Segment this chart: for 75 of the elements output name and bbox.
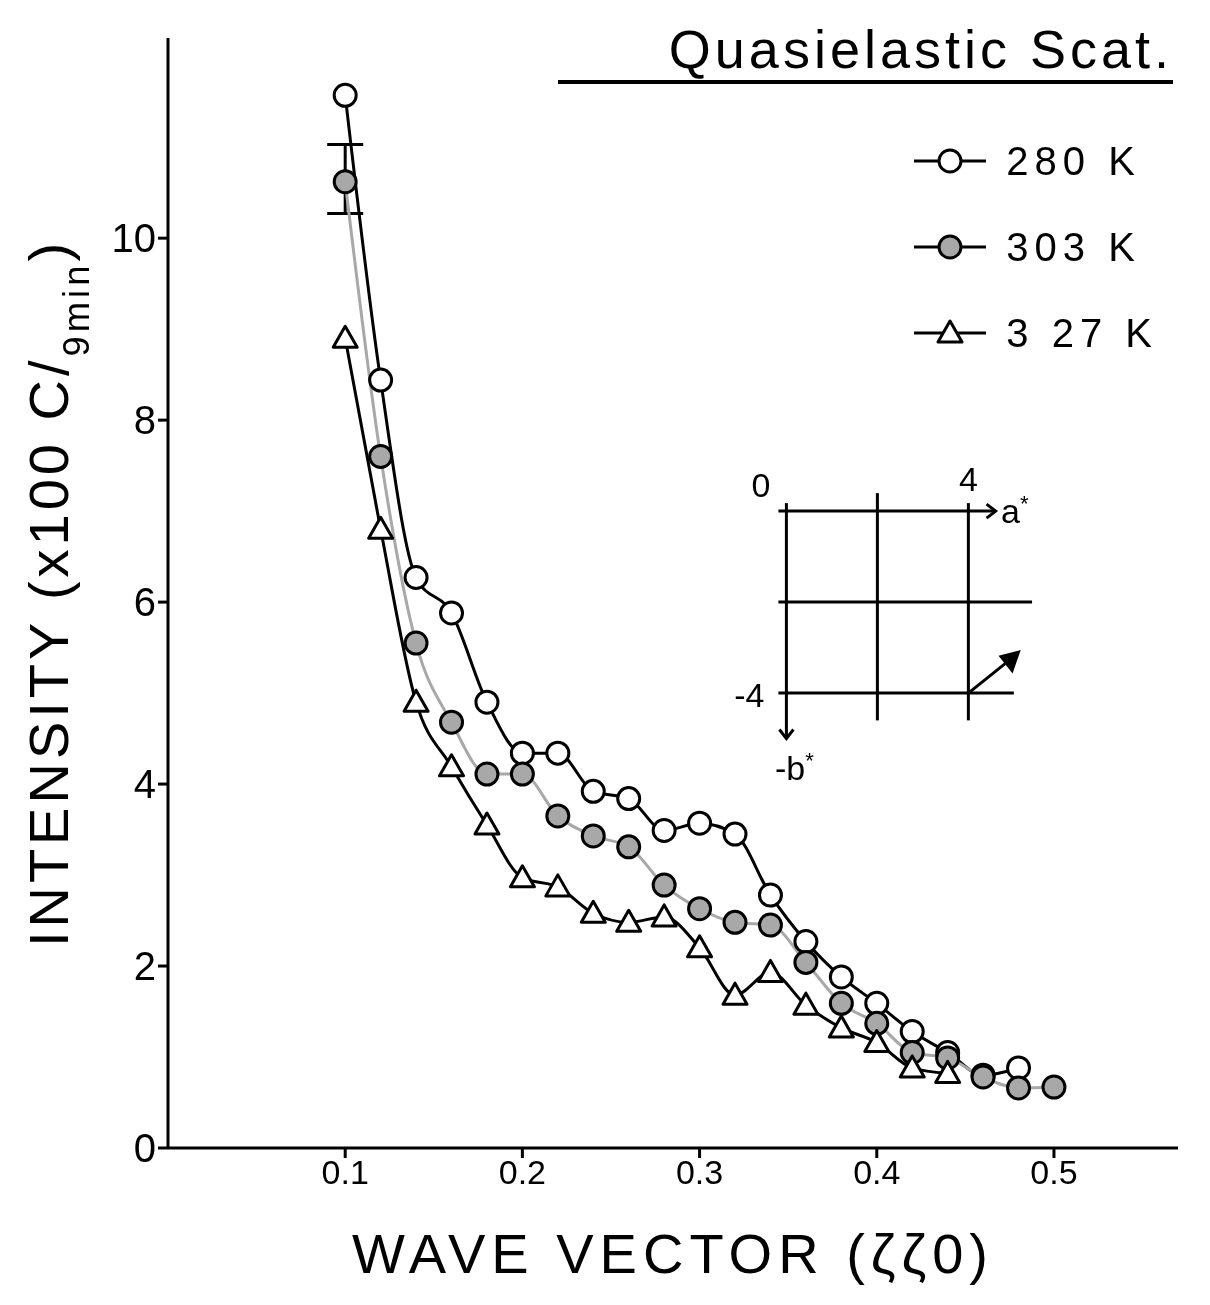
x-tick-label: 0.3 [675,1153,724,1192]
point [793,949,819,975]
point [368,367,394,393]
x-tick-label: 0.2 [498,1153,547,1192]
point [368,444,394,470]
point [722,909,748,935]
x-tick-label: 0.5 [1030,1153,1078,1192]
point [827,1014,855,1039]
y-tick-label: 10 [111,216,156,261]
chart-title: Quasielastic Scat. [668,19,1173,79]
point [721,981,749,1006]
annotation: -b$^{*}$ [774,747,815,787]
point [793,928,819,954]
point [899,1019,925,1045]
x-axis-title: WAVE VECTOR (ζζ0) [352,1222,994,1285]
annotation: 4 [958,460,978,499]
y-tick-label: 0 [133,1126,156,1171]
point [650,903,678,928]
point [615,908,643,933]
point [686,934,714,959]
legend-label: 280 K [1006,138,1141,184]
legend-label: 303 K [1006,224,1141,270]
point [651,817,677,843]
point [331,324,359,349]
point [722,821,748,847]
point [332,169,358,195]
point [1041,1074,1067,1100]
point [864,1010,890,1036]
point [687,810,713,836]
point [402,688,430,713]
point [438,753,466,778]
point [403,630,429,656]
point [545,740,571,766]
y-tick-label: 4 [133,762,156,807]
point [757,912,783,938]
point [474,761,500,787]
point [828,964,854,990]
point [579,899,607,924]
point [367,515,395,540]
point [332,82,358,108]
point [508,864,536,889]
x-tick-label: 0.1 [321,1153,369,1192]
point [756,958,784,983]
y-tick-label: 6 [133,580,156,625]
annotation: a$^{*}$ [1001,490,1030,531]
y-tick-label: 2 [133,944,156,989]
point [439,709,465,735]
point [580,823,606,849]
point [509,761,535,787]
point [403,565,429,591]
point [651,872,677,898]
point [616,834,642,860]
annotation: -4 [734,676,765,715]
point [1006,1055,1032,1081]
point [687,896,713,922]
point [616,786,642,812]
point [828,990,854,1016]
point [544,873,572,898]
legend-label: 3 27 K [1006,310,1158,356]
point [863,1028,891,1053]
point [580,778,606,804]
point [792,991,820,1016]
y-tick-label: 8 [133,398,156,443]
x-tick-label: 0.4 [853,1153,901,1192]
annotation: 0 [751,466,771,505]
point [757,882,783,908]
point [864,990,890,1016]
point [934,1059,962,1084]
point [473,811,501,836]
point [439,600,465,626]
point [545,803,571,829]
point [474,689,500,715]
point [1006,1075,1032,1101]
point [509,740,535,766]
point [898,1054,926,1079]
